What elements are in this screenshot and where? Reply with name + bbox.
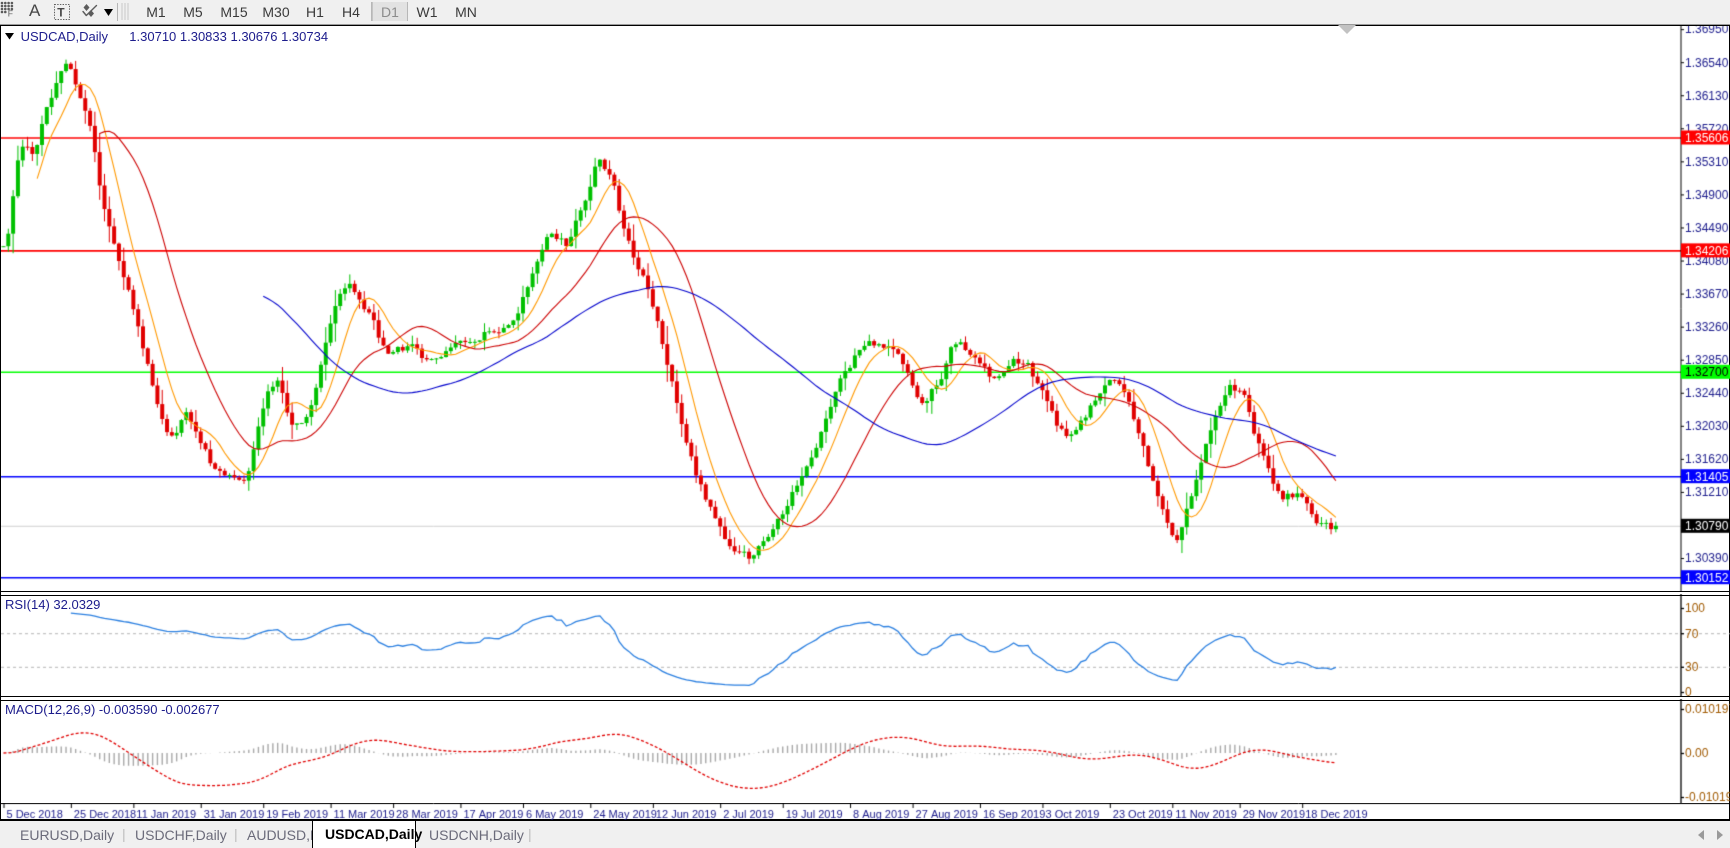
svg-text:F: F: [8, 9, 13, 19]
svg-text:T: T: [57, 6, 65, 20]
